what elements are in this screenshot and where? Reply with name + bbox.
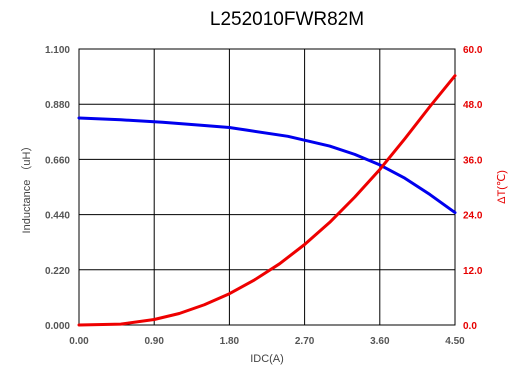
y-right-tick-label: 60.0 bbox=[463, 45, 483, 56]
plot-frame bbox=[78, 48, 456, 326]
ticks: 0.00 0.90 1.80 2.70 3.60 4.50 0.000 0.220 0.440 0… bbox=[45, 45, 483, 347]
y-axis-label-right: ΔT(℃) bbox=[496, 170, 508, 204]
y-right-tick-label: 24.0 bbox=[463, 211, 483, 222]
y-left-tick-label: 0.440 bbox=[45, 211, 70, 222]
y-right-tick-label: 12.0 bbox=[463, 266, 483, 277]
x-tick-label: 4.50 bbox=[445, 336, 465, 347]
y-right-tick-label: 48.0 bbox=[463, 100, 483, 111]
y-left-tick-label: 1.100 bbox=[45, 45, 70, 56]
y-left-tick-label: 0.220 bbox=[45, 266, 70, 277]
grid bbox=[79, 49, 455, 325]
x-tick-label: 1.80 bbox=[220, 336, 240, 347]
x-tick-label: 2.70 bbox=[295, 336, 315, 347]
y-axis-label-left: Inductance （uH） bbox=[20, 141, 33, 234]
y-left-tick-label: 0.000 bbox=[45, 321, 70, 332]
series-layer bbox=[77, 74, 457, 327]
x-tick-label: 3.60 bbox=[370, 336, 390, 347]
y-left-tick-label: 0.880 bbox=[45, 100, 70, 111]
y-right-tick-label: 36.0 bbox=[463, 155, 483, 166]
x-tick-label: 0.00 bbox=[69, 336, 89, 347]
y-right-tick-label: 0.0 bbox=[463, 321, 477, 332]
x-axis-label: IDC(A) bbox=[250, 353, 284, 365]
inductance-line bbox=[77, 116, 457, 215]
chart-title: L252010FWR82M bbox=[210, 9, 364, 30]
y-left-tick-label: 0.660 bbox=[45, 155, 70, 166]
temperature-rise-line bbox=[77, 74, 457, 327]
x-tick-label: 0.90 bbox=[144, 336, 164, 347]
